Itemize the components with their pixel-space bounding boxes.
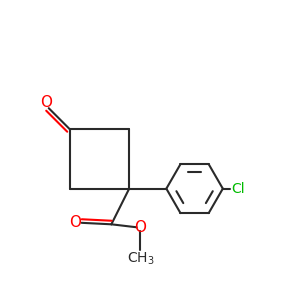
Text: O: O (40, 95, 52, 110)
Text: O: O (134, 220, 146, 235)
Text: Cl: Cl (232, 182, 245, 196)
Text: CH$_3$: CH$_3$ (127, 250, 154, 267)
Text: O: O (69, 215, 81, 230)
